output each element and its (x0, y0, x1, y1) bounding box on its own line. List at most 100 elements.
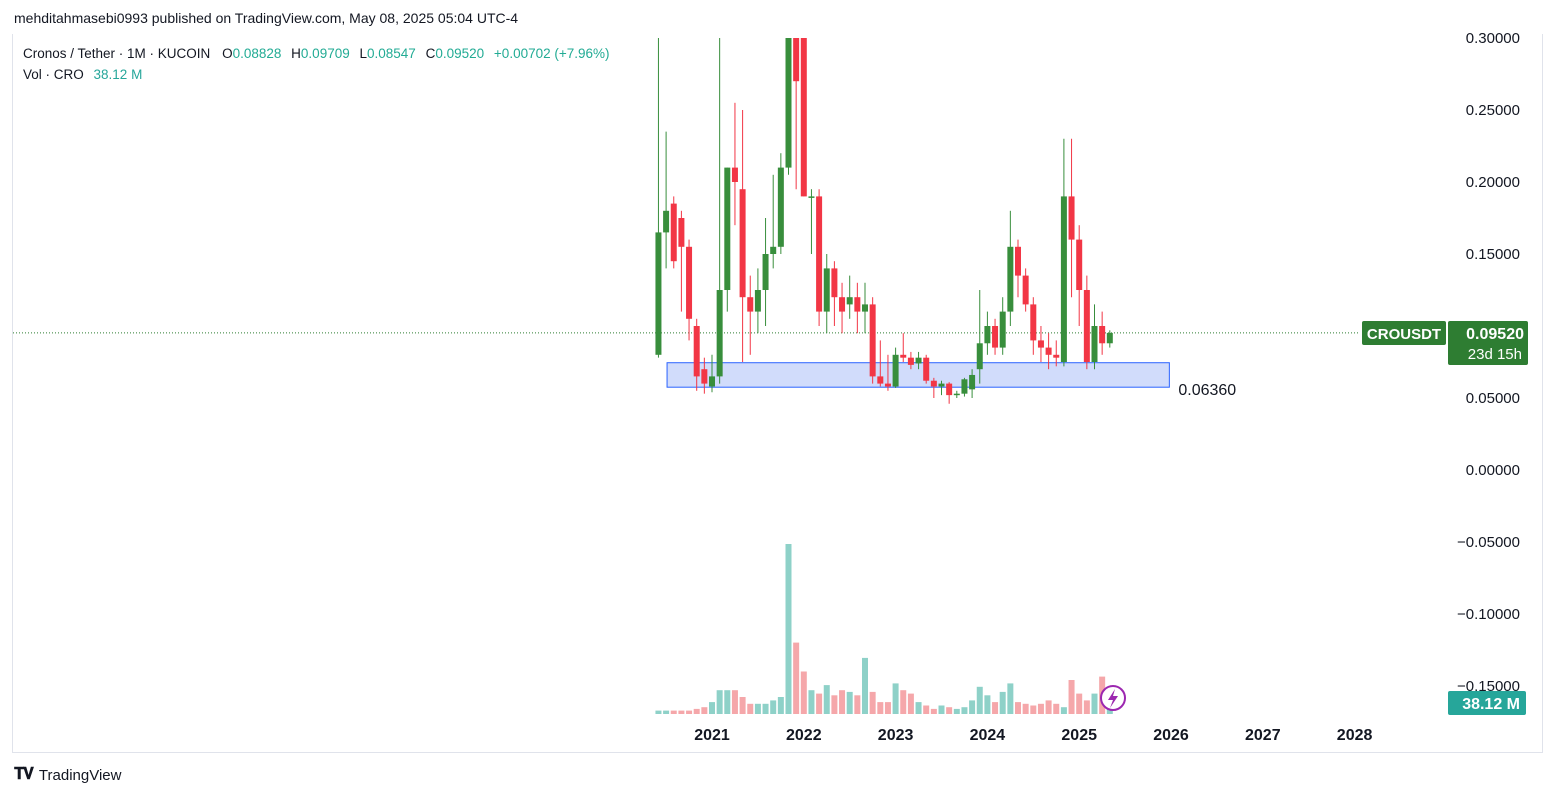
last-price-badge-text: 0.09520 (1466, 326, 1524, 343)
volume-bar (1015, 702, 1021, 714)
candle (1022, 268, 1029, 312)
candle-body (693, 326, 700, 377)
candle (907, 351, 914, 370)
candle (923, 354, 930, 384)
candle-body (854, 297, 861, 312)
candle-body (884, 383, 891, 387)
candle (816, 189, 823, 326)
volume-bar (938, 705, 945, 714)
volume-bar (930, 708, 937, 714)
candle (1007, 210, 1014, 326)
candle-body (1022, 275, 1029, 305)
volume-bar (1022, 703, 1029, 714)
candle (961, 377, 968, 397)
legend-symbol-row: Cronos / Tether · 1M · KUCOIN O0.08828 H… (23, 45, 610, 66)
candle (938, 380, 945, 396)
candle (716, 38, 723, 384)
candle-body (1030, 304, 1037, 341)
candle-body (747, 297, 754, 312)
candle (770, 174, 777, 269)
candle (862, 282, 868, 334)
volume-bar (777, 697, 784, 714)
volume-bar (953, 708, 960, 714)
candle (724, 167, 731, 312)
volume-bar (716, 690, 723, 714)
candle-body (808, 196, 815, 198)
candle-body (731, 167, 738, 182)
candle (793, 38, 800, 190)
candle (693, 318, 700, 391)
volume-bar (1060, 707, 1067, 714)
volume-bar (961, 707, 968, 714)
candle-body (770, 246, 777, 254)
price-tick-label: 0.30000 (1466, 30, 1520, 47)
volume-bar (678, 710, 685, 714)
symbol-badge (1362, 321, 1446, 345)
candle-body (793, 38, 800, 82)
candle-body (969, 374, 976, 390)
volume-bar (877, 702, 884, 714)
legend-close-label: C (425, 46, 436, 61)
candle-body (846, 297, 853, 305)
candle (686, 239, 693, 341)
volume-bar (724, 690, 731, 714)
volume-bar (915, 702, 922, 714)
candle-body (953, 393, 960, 396)
candle-body (655, 232, 662, 355)
volume-bar (793, 642, 800, 714)
volume-bar (1076, 693, 1083, 714)
volume-bar (762, 703, 769, 714)
volume-bar (816, 693, 823, 714)
volume-bar (984, 695, 991, 714)
candle (777, 153, 784, 254)
candle (747, 275, 754, 355)
volume-bar (785, 544, 792, 714)
candle-body (900, 354, 907, 358)
volume-bar (693, 708, 700, 714)
candle (1030, 297, 1037, 355)
candle (1106, 330, 1113, 348)
legend-symbol[interactable]: Cronos / Tether · 1M · KUCOIN (23, 46, 211, 61)
volume-bar (992, 702, 999, 714)
candle (877, 340, 884, 387)
candle (892, 347, 899, 388)
candle-body (678, 218, 685, 247)
legend-volume-value: 38.12 M (93, 67, 143, 82)
candle-body (1060, 196, 1067, 362)
volume-bar (862, 657, 868, 714)
candle-body (862, 304, 868, 312)
candle (953, 390, 960, 398)
symbol-badge-text: CROUSDT (1367, 326, 1441, 343)
legend-high-label: H (291, 46, 301, 61)
candle (1053, 340, 1060, 367)
volume-bar (808, 690, 815, 714)
volume-bar (854, 695, 861, 714)
candle-body (869, 304, 876, 377)
price-tick-label: 0.15000 (1466, 246, 1520, 263)
price-tick-label: −0.10000 (1457, 606, 1520, 623)
candle-body (892, 354, 899, 387)
legend-volume-label[interactable]: Vol · CRO (23, 67, 84, 82)
volume-bar (846, 691, 853, 714)
candle-body (961, 379, 968, 394)
volume-bar (770, 700, 777, 714)
candle (969, 369, 976, 398)
candle-body (816, 196, 823, 312)
price-tick-label: −0.05000 (1457, 534, 1520, 551)
countdown-badge-text: 23d 15h (1468, 346, 1522, 363)
volume-bar (976, 686, 983, 714)
published-line: mehditahmasebi0993 published on TradingV… (14, 10, 519, 26)
volume-bar (823, 685, 830, 714)
volume-bar (923, 705, 930, 714)
candle (984, 311, 991, 355)
volume-bar (747, 703, 754, 714)
legend-open-value: 0.08828 (232, 46, 282, 61)
volume-bar (884, 702, 891, 714)
candle-body (1007, 246, 1014, 312)
volume-bar (663, 710, 670, 714)
legend-volume-row: Vol · CRO 38.12 M (23, 66, 610, 87)
time-axis-label: 2025 (1061, 727, 1097, 744)
candle (1083, 275, 1090, 370)
candle (1015, 239, 1021, 298)
